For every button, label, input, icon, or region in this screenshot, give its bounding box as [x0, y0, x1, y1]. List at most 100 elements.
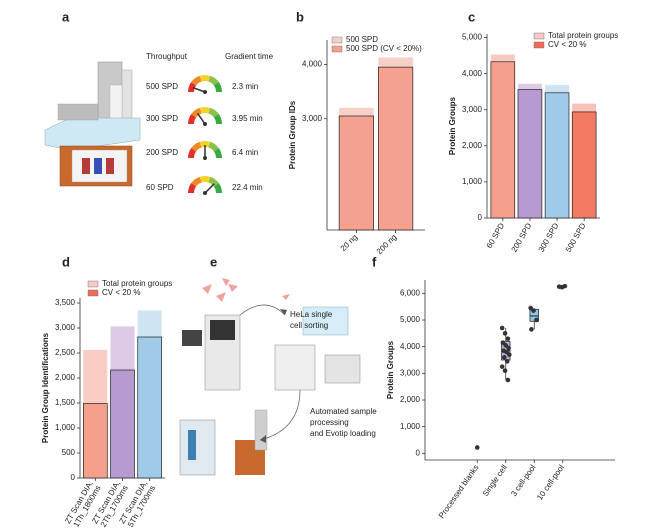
y-axis-label: Protein Groups: [448, 96, 457, 155]
y-axis-label: Protein Group Identifications: [41, 332, 50, 443]
point: [499, 364, 505, 369]
y-axis-label: Protein Group IDs: [288, 100, 297, 169]
gauge-arc: [191, 107, 202, 118]
panel-label: d: [62, 254, 70, 269]
panel-label: f: [372, 254, 377, 269]
bar: [137, 336, 163, 479]
bar: [338, 115, 374, 231]
gauge-hub: [203, 122, 207, 126]
y-tick-label: 2,000: [462, 141, 483, 150]
gauge-arc: [199, 176, 211, 183]
gauge-arc: [199, 75, 211, 82]
gauge-needle: [204, 183, 215, 194]
gradient-time: 6.4 min: [232, 148, 258, 157]
x-tick-label-line: 10 cell-pool: [535, 463, 566, 502]
y-tick-label: 2,000: [400, 395, 421, 404]
workflow-illustration: [179, 278, 361, 476]
y-tick-label: 1,000: [55, 423, 76, 432]
point: [502, 331, 508, 336]
x-tick-label-line: 3 cell-pool: [509, 463, 537, 498]
point: [562, 283, 568, 289]
y-tick-label: 0: [71, 473, 76, 482]
gauge-arc: [191, 75, 202, 86]
gauge-arc: [191, 141, 202, 152]
y-tick-label: 3,000: [462, 105, 483, 114]
y-tick-label: 3,500: [55, 298, 76, 307]
legend-swatch: [87, 280, 99, 288]
gauge-needle: [192, 86, 206, 93]
point: [504, 359, 510, 364]
legend-label: Total protein groups: [102, 279, 172, 288]
gauge-arc: [199, 107, 211, 114]
y-tick-label: 6,000: [400, 288, 421, 297]
bar: [490, 61, 516, 219]
y-tick-label: 3,000: [302, 114, 323, 123]
legend-swatch: [331, 36, 343, 44]
y-tick-label: 0: [478, 213, 483, 222]
x-tick-label: 300 SPD: [537, 221, 561, 253]
gauge-hub: [203, 156, 207, 160]
gradient-time: 2.3 min: [232, 82, 258, 91]
point: [506, 345, 511, 351]
point: [531, 308, 536, 313]
gauge-arc: [213, 183, 222, 194]
y-tick-label: 5,000: [400, 315, 421, 324]
legend-swatch: [87, 289, 99, 297]
x-tick-label: 60 SPD: [485, 221, 507, 250]
point: [474, 445, 480, 450]
instrument-illustration: [44, 61, 141, 187]
x-tick-label-line: 300 SPD: [537, 221, 561, 253]
panel-label: a: [62, 9, 70, 24]
x-tick-label: 20 ng: [339, 233, 360, 254]
gauge-arc: [213, 114, 222, 125]
y-tick-label: 2,000: [55, 373, 76, 382]
legend-label: 500 SPD: [346, 35, 378, 44]
y-tick-label: 4,000: [462, 69, 483, 78]
x-tick-label-line: 20 ng: [339, 233, 360, 254]
legend-label: CV < 20 %: [102, 288, 140, 297]
point: [502, 368, 508, 373]
x-tick-label: 3 cell-pool: [509, 463, 537, 498]
legend-swatch: [331, 45, 343, 53]
gauge-hub: [203, 90, 207, 94]
workflow-step: Automated sample: [310, 407, 377, 416]
column-header: Throughput: [146, 52, 188, 61]
y-tick-label: 1,500: [55, 398, 76, 407]
bar: [110, 369, 135, 479]
x-tick-label-line: 500 SPD: [564, 221, 588, 253]
x-tick-label-line: Processed blanks: [437, 463, 481, 520]
panel-label: b: [296, 9, 304, 24]
x-tick-label-line: 60 SPD: [485, 221, 507, 250]
legend-label: CV < 20 %: [548, 40, 586, 49]
gradient-time: 22.4 min: [232, 183, 263, 192]
panel-label: c: [468, 9, 475, 24]
workflow-step: HeLa single: [290, 310, 333, 319]
gauge-arc: [199, 141, 211, 148]
y-tick-label: 500: [62, 448, 76, 457]
gauge-hub: [203, 191, 207, 195]
gauge-arc: [213, 82, 222, 93]
gauge-arc: [208, 176, 219, 187]
x-tick-label: Single cell: [481, 463, 509, 498]
gauge-arc: [188, 114, 197, 125]
x-tick-label: 200 SPD: [510, 221, 534, 253]
gauge-arc: [208, 107, 219, 118]
y-tick-label: 1,000: [462, 177, 483, 186]
gauge-needle: [196, 112, 206, 125]
legend-swatch: [533, 32, 545, 40]
y-tick-label: 2,500: [55, 348, 76, 357]
workflow-step: processing: [310, 418, 349, 427]
legend-label: Total protein groups: [548, 31, 618, 40]
workflow-step: and Evotip loading: [310, 429, 376, 438]
throughput-label: 60 SPD: [146, 183, 174, 192]
bar: [378, 66, 414, 231]
gauge-arc: [188, 148, 197, 159]
point: [507, 352, 512, 357]
gauge-arc: [208, 75, 219, 86]
bar: [571, 111, 597, 219]
y-tick-label: 4,000: [400, 342, 421, 351]
y-tick-label: 3,000: [55, 323, 76, 332]
point: [505, 336, 511, 341]
x-tick-label: 10 cell-pool: [535, 463, 566, 502]
gauge-arc: [188, 82, 197, 93]
